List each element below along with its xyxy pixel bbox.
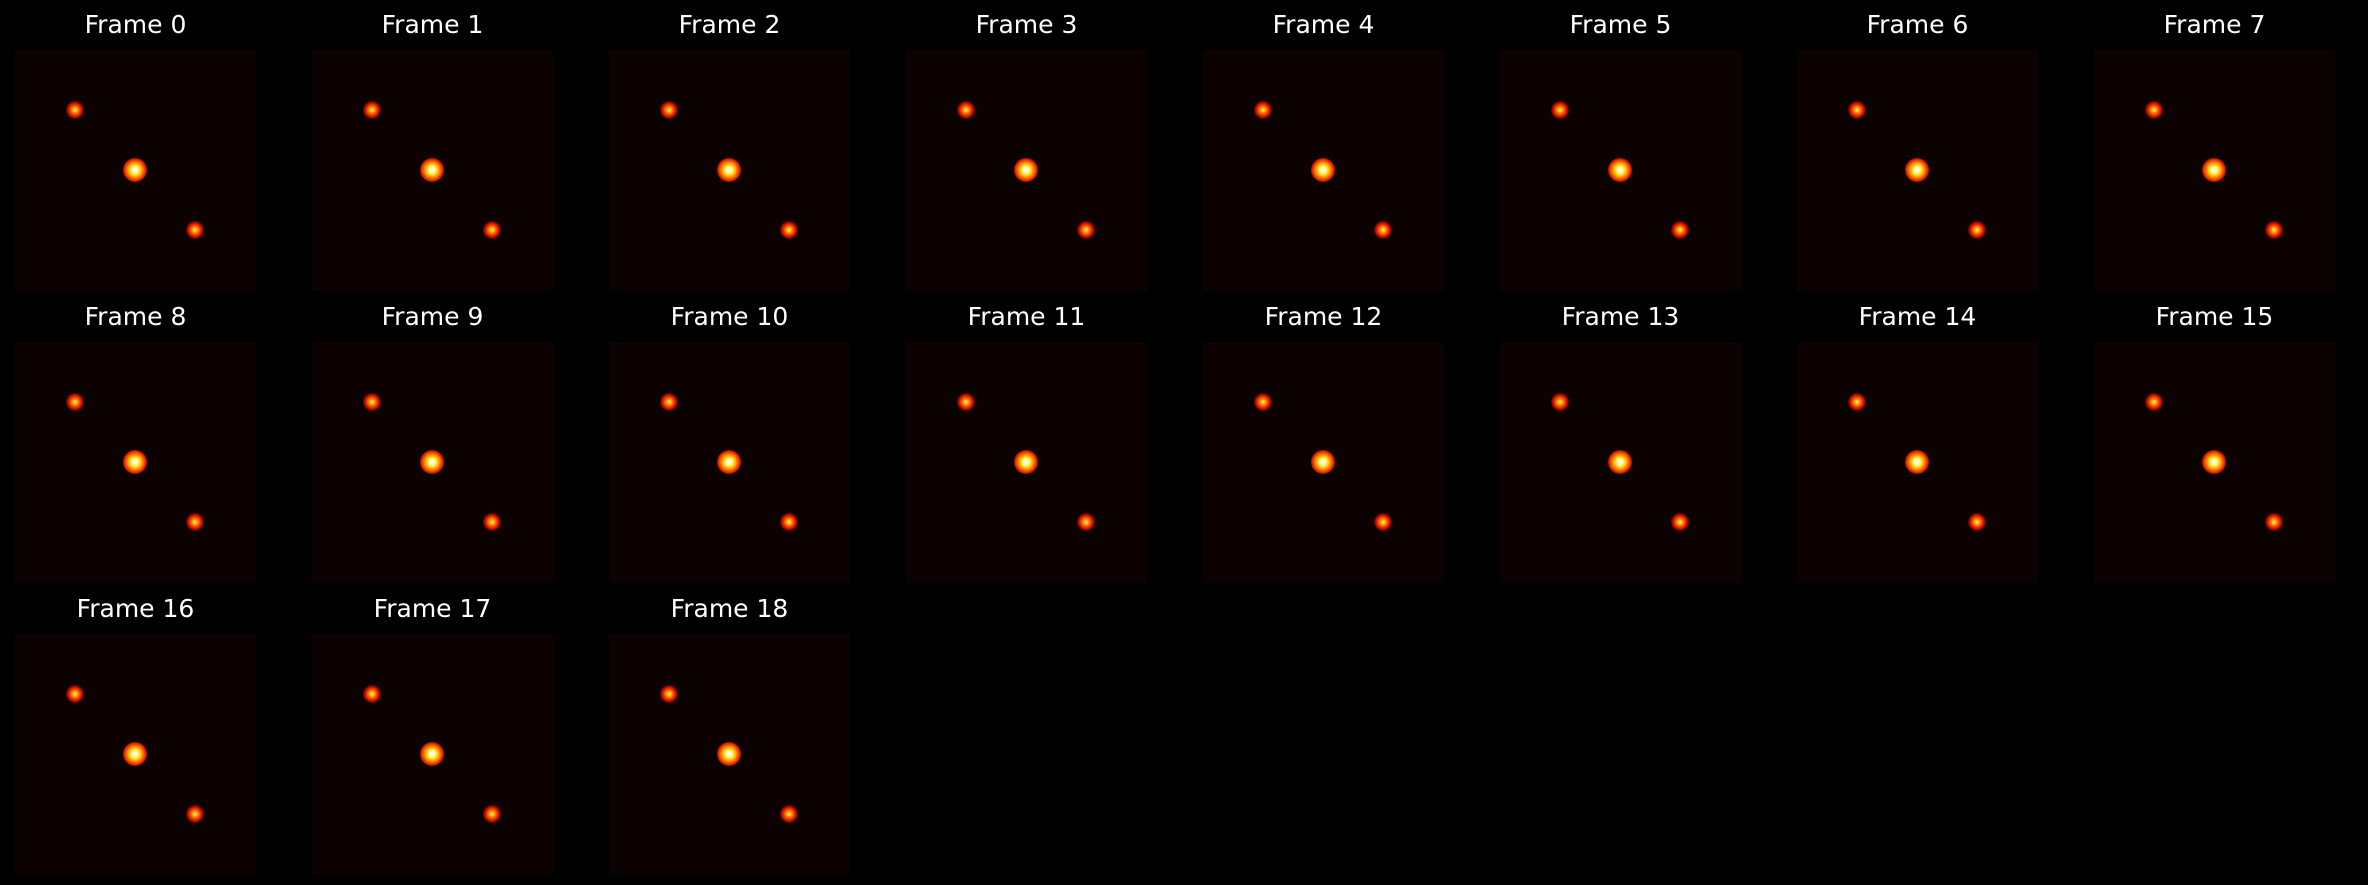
center-spot: [1905, 158, 1929, 182]
frame-title: Frame 7: [2163, 10, 2266, 39]
lower-right-spot: [1968, 221, 1986, 239]
lower-right-spot: [186, 805, 204, 823]
center-spot: [1608, 450, 1632, 474]
frame-title: Frame 2: [678, 10, 781, 39]
heatmap-image: [1797, 50, 2038, 291]
frame-title: Frame 8: [84, 302, 187, 331]
heatmap-image: [1203, 342, 1444, 583]
center-spot: [123, 158, 147, 182]
upper-left-spot: [1551, 101, 1569, 119]
heatmap-image: [2094, 342, 2335, 583]
lower-right-spot: [483, 805, 501, 823]
heatmap-image: [2094, 50, 2335, 291]
upper-left-spot: [957, 101, 975, 119]
upper-left-spot: [363, 685, 381, 703]
heatmap-image: [609, 634, 850, 875]
upper-left-spot: [1254, 393, 1272, 411]
heatmap-image: [15, 634, 256, 875]
heatmap-image: [1203, 50, 1444, 291]
frame-title: Frame 15: [2155, 302, 2274, 331]
center-spot: [420, 158, 444, 182]
center-spot: [1311, 158, 1335, 182]
upper-left-spot: [957, 393, 975, 411]
lower-right-spot: [483, 513, 501, 531]
heatmap-image: [906, 342, 1147, 583]
heatmap-image: [1797, 342, 2038, 583]
center-spot: [123, 450, 147, 474]
upper-left-spot: [66, 393, 84, 411]
frame-title: Frame 10: [670, 302, 789, 331]
lower-right-spot: [186, 221, 204, 239]
heatmap-image: [15, 50, 256, 291]
upper-left-spot: [1848, 101, 1866, 119]
lower-right-spot: [2265, 513, 2283, 531]
upper-left-spot: [660, 685, 678, 703]
heatmap-image: [312, 342, 553, 583]
center-spot: [1608, 158, 1632, 182]
lower-right-spot: [1671, 513, 1689, 531]
upper-left-spot: [1551, 393, 1569, 411]
heatmap-image: [1500, 50, 1741, 291]
center-spot: [1014, 450, 1038, 474]
upper-left-spot: [2145, 393, 2163, 411]
heatmap-image: [312, 50, 553, 291]
frame-title: Frame 4: [1272, 10, 1375, 39]
frame-title: Frame 14: [1858, 302, 1977, 331]
frame-title: Frame 5: [1569, 10, 1672, 39]
center-spot: [1014, 158, 1038, 182]
heatmap-image: [1500, 342, 1741, 583]
center-spot: [420, 450, 444, 474]
frame-title: Frame 16: [76, 594, 195, 623]
center-spot: [717, 742, 741, 766]
frame-title: Frame 11: [967, 302, 1086, 331]
lower-right-spot: [1374, 513, 1392, 531]
upper-left-spot: [1848, 393, 1866, 411]
lower-right-spot: [780, 221, 798, 239]
upper-left-spot: [363, 393, 381, 411]
upper-left-spot: [66, 101, 84, 119]
upper-left-spot: [363, 101, 381, 119]
lower-right-spot: [483, 221, 501, 239]
frame-title: Frame 6: [1866, 10, 1969, 39]
center-spot: [717, 158, 741, 182]
heatmap-image: [15, 342, 256, 583]
upper-left-spot: [66, 685, 84, 703]
heatmap-image: [609, 342, 850, 583]
lower-right-spot: [1374, 221, 1392, 239]
lower-right-spot: [1077, 513, 1095, 531]
center-spot: [717, 450, 741, 474]
frame-title: Frame 3: [975, 10, 1078, 39]
center-spot: [1905, 450, 1929, 474]
center-spot: [1311, 450, 1335, 474]
lower-right-spot: [186, 513, 204, 531]
frame-title: Frame 17: [373, 594, 492, 623]
center-spot: [123, 742, 147, 766]
lower-right-spot: [1077, 221, 1095, 239]
lower-right-spot: [1671, 221, 1689, 239]
lower-right-spot: [780, 805, 798, 823]
heatmap-image: [312, 634, 553, 875]
center-spot: [2202, 158, 2226, 182]
upper-left-spot: [660, 101, 678, 119]
center-spot: [2202, 450, 2226, 474]
upper-left-spot: [660, 393, 678, 411]
frame-title: Frame 13: [1561, 302, 1680, 331]
center-spot: [420, 742, 444, 766]
upper-left-spot: [2145, 101, 2163, 119]
lower-right-spot: [1968, 513, 1986, 531]
frame-title: Frame 18: [670, 594, 789, 623]
frame-title: Frame 0: [84, 10, 187, 39]
heatmap-image: [609, 50, 850, 291]
lower-right-spot: [780, 513, 798, 531]
upper-left-spot: [1254, 101, 1272, 119]
heatmap-image: [906, 50, 1147, 291]
lower-right-spot: [2265, 221, 2283, 239]
frame-title: Frame 12: [1264, 302, 1383, 331]
frame-title: Frame 9: [381, 302, 484, 331]
frame-title: Frame 1: [381, 10, 484, 39]
